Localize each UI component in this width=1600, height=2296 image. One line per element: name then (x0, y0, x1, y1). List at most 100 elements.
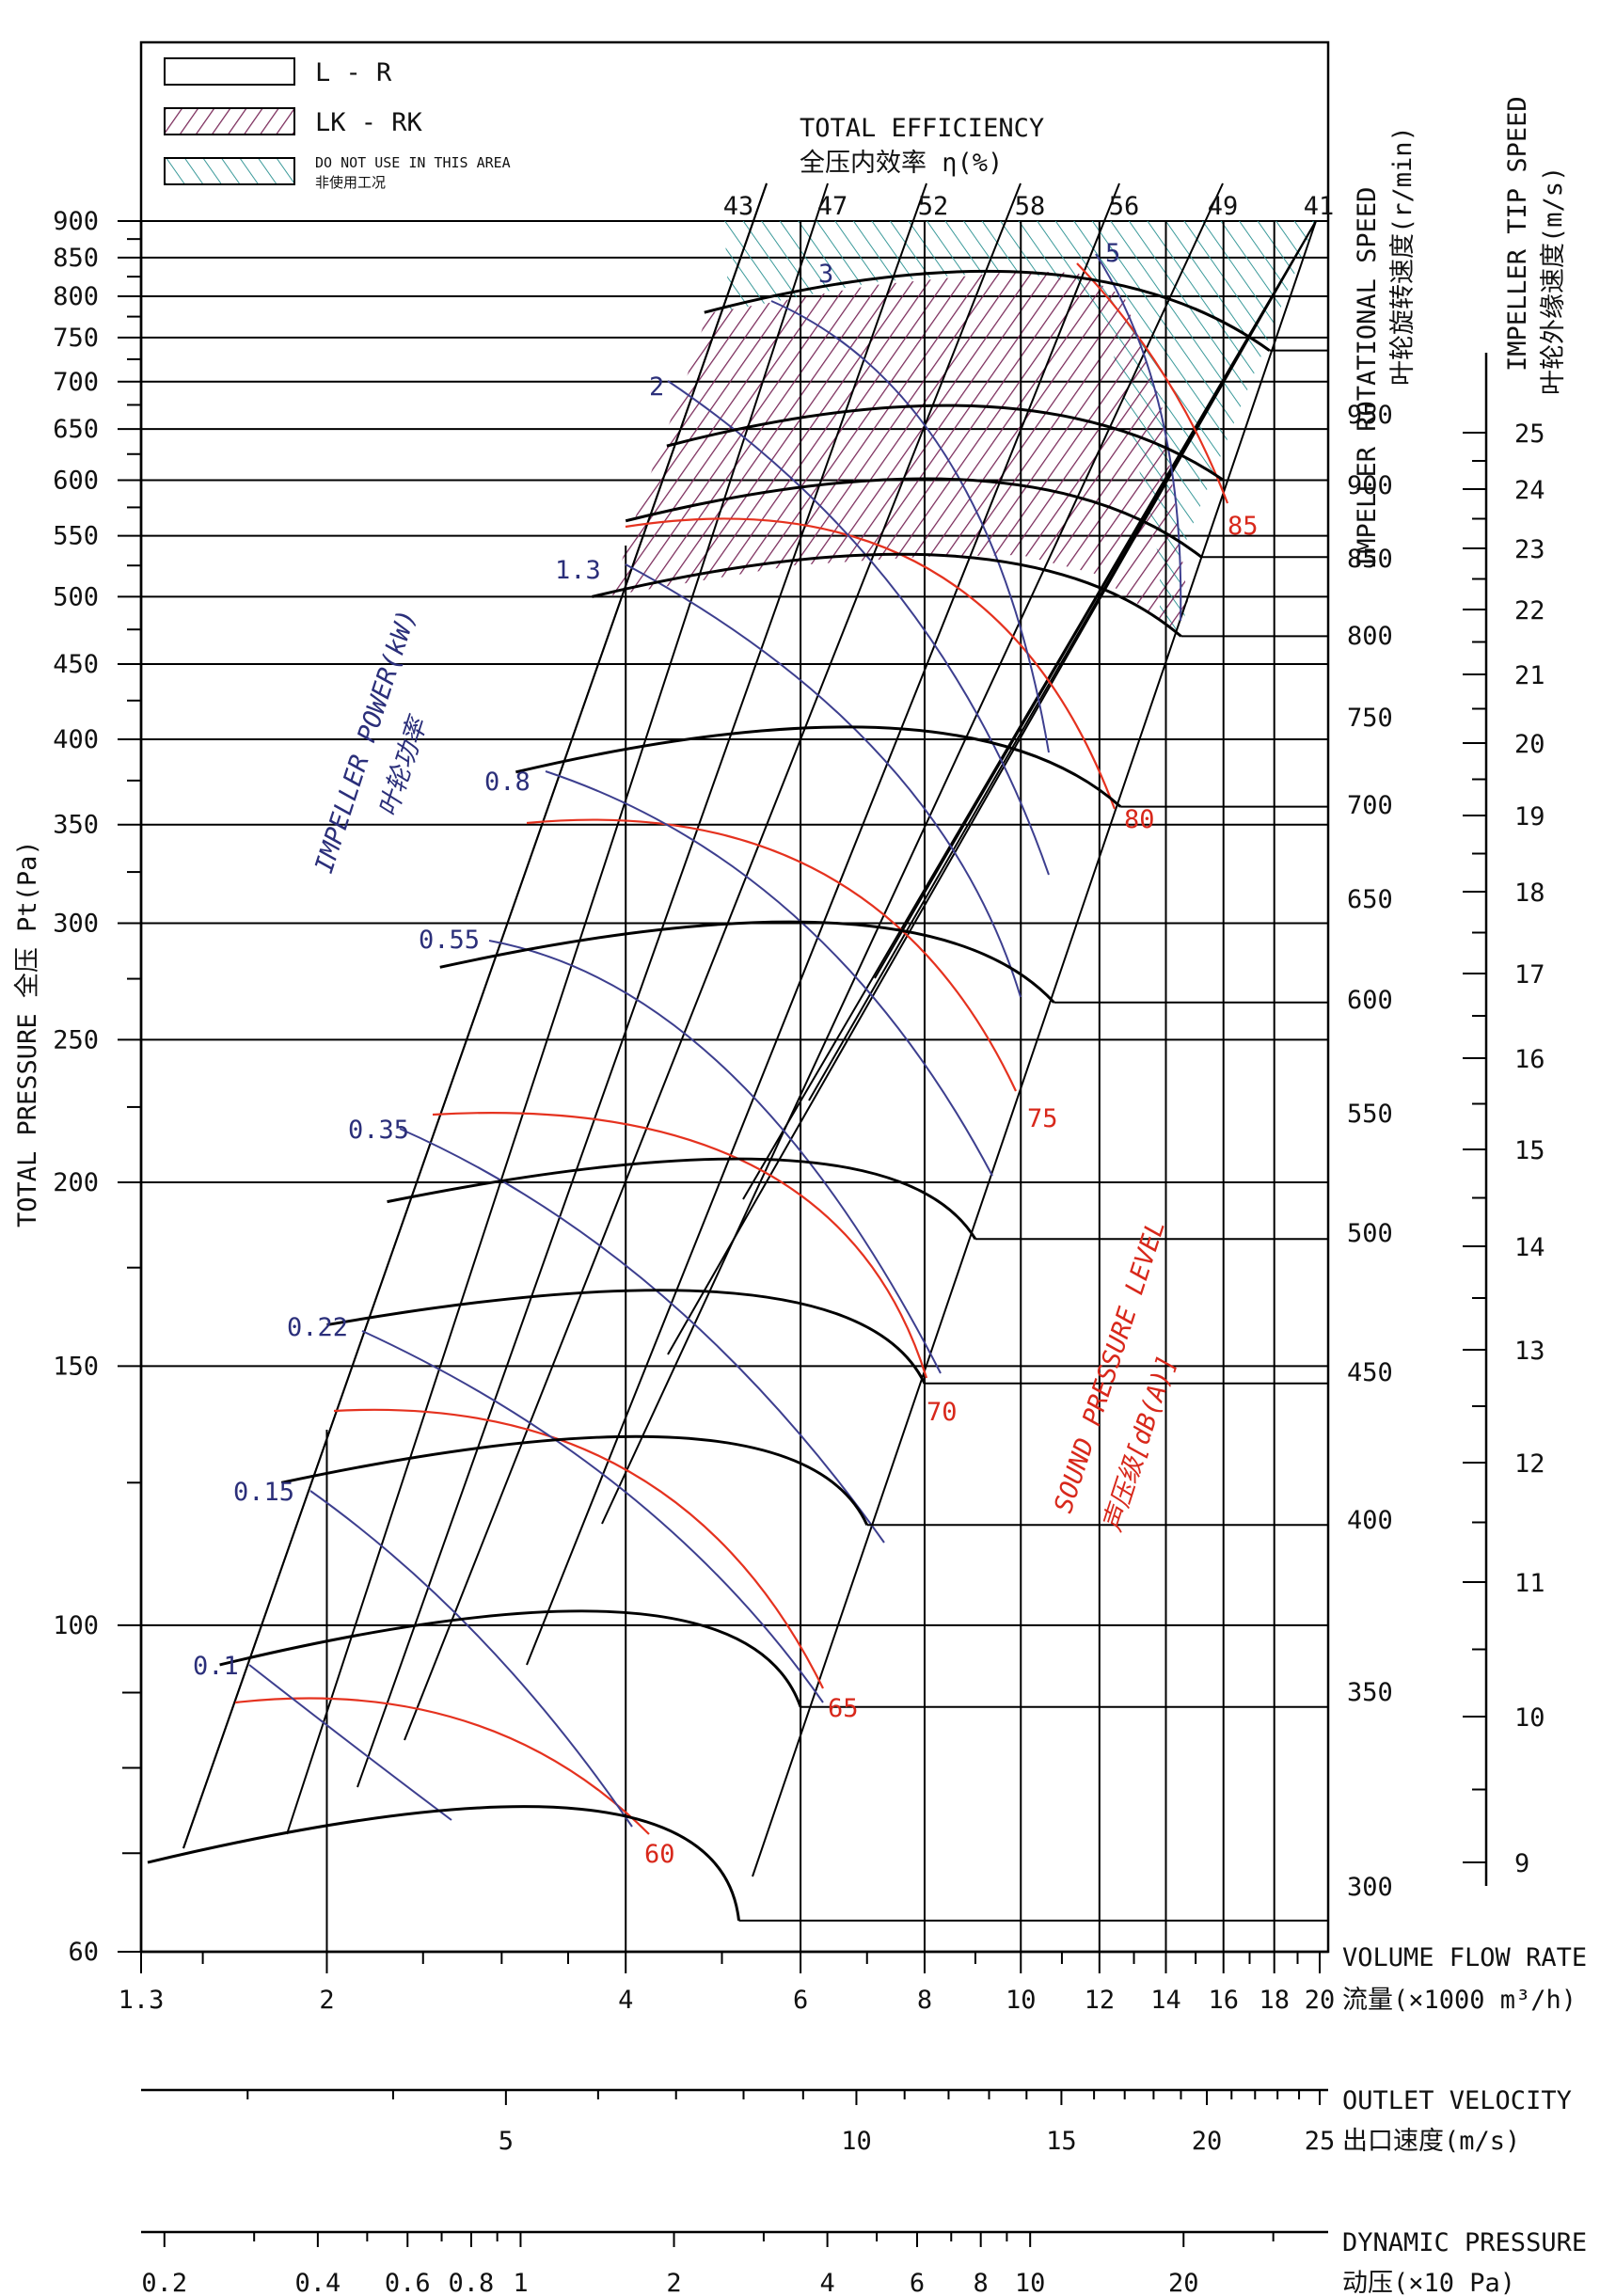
efficiency-tick-41: 41 (1304, 192, 1335, 221)
speed-curve-800 (592, 552, 1182, 638)
tip-tick-label-10: 10 (1514, 1703, 1545, 1733)
tip-tick-label-17: 17 (1514, 960, 1545, 990)
speed-curve-950 (704, 269, 1271, 352)
dynamic-tick-label-0.2: 0.2 (141, 2269, 187, 2296)
rpm-axis-label-cn: 叶轮旋转速度(r/min) (1388, 126, 1418, 386)
flow-tick-label-18: 18 (1259, 1986, 1290, 2015)
lk-rk-area (611, 271, 1188, 631)
flow-tick-label-14: 14 (1150, 1986, 1181, 2015)
velocity-axis-label-cn: 出口速度(m/s) (1342, 2127, 1520, 2156)
sound-curve-60 (234, 1697, 650, 1835)
power-curve-2 (667, 380, 1050, 876)
power-curve-0.35 (399, 1128, 885, 1544)
dynamic-tick-label-10: 10 (1015, 2269, 1046, 2296)
sound-labels: 60 65 70 75 80 85 (644, 512, 1259, 1869)
sound-label-85: 85 (1228, 512, 1259, 541)
pressure-tick-label: 250 (53, 1025, 99, 1054)
legend-swatch-do-not-use (164, 157, 295, 185)
velocity-tick-label-10: 10 (841, 2127, 872, 2156)
power-label-0.22: 0.22 (287, 1313, 348, 1342)
pressure-tick-label: 150 (53, 1352, 99, 1381)
tip-speed-axis: 9 10 11 12 13 14 15 16 17 18 19 20 21 22 23 24 25 (1463, 353, 1545, 1886)
legend-label-do-not-use: DO NOT USE IN THIS AREA (315, 154, 511, 171)
sound-curve-70 (432, 1112, 928, 1379)
power-label-5: 5 (1105, 239, 1120, 268)
sound-curve-85 (1076, 262, 1229, 504)
rpm-tick-label-700: 700 (1347, 791, 1393, 820)
pressure-axis-label: TOTAL PRESSURE 全压 Pt(Pa) (13, 840, 42, 1227)
pressure-tick-label: 200 (53, 1168, 99, 1197)
speed-curves (147, 269, 1328, 1922)
pressure-tick-label: 850 (53, 244, 99, 273)
tip-tick-label-15: 15 (1514, 1136, 1545, 1165)
pressure-tick-label: 750 (53, 324, 99, 353)
rpm-tick-label-850: 850 (1347, 545, 1393, 574)
speed-curve-450 (326, 1289, 927, 1385)
efficiency-tick-47: 47 (817, 192, 848, 221)
impeller-size-lines (182, 182, 1317, 1877)
power-curve-3 (770, 300, 1050, 753)
speed-curve-900 (666, 404, 1225, 482)
power-curve-0.55 (488, 940, 942, 1374)
dynamic-axis-label-cn: 动压(×10 Pa) (1342, 2269, 1515, 2296)
tip-tick-label-22: 22 (1514, 596, 1545, 625)
pressure-tick-label: 100 (53, 1611, 99, 1640)
velocity-tick-label-5: 5 (499, 2127, 514, 2156)
speed-curve-300 (147, 1805, 740, 1922)
sound-curve-75 (526, 818, 1017, 1092)
legend-swatch-l-r (164, 57, 295, 86)
pressure-tick-label: 900 (53, 207, 99, 236)
velocity-axis-label: OUTLET VELOCITY (1342, 2086, 1572, 2115)
efficiency-tick-58: 58 (1015, 192, 1046, 221)
pressure-tick-label: 550 (53, 522, 99, 551)
envelope-left-line (182, 182, 768, 1849)
pressure-tick-label: 650 (53, 415, 99, 444)
impeller-size-line (874, 220, 1317, 979)
rpm-tick-label-450: 450 (1347, 1358, 1393, 1387)
sound-curve-65 (333, 1408, 824, 1689)
power-label-0.15: 0.15 (233, 1478, 294, 1507)
rpm-tick-label-750: 750 (1347, 704, 1393, 733)
dynamic-tick-label-1: 1 (513, 2269, 528, 2296)
rpm-tick-label-300: 300 (1347, 1873, 1393, 1902)
rpm-tick-label-950: 950 (1347, 401, 1393, 430)
flow-tick-label-20: 20 (1305, 1986, 1336, 2015)
tip-tick-label-9: 9 (1514, 1849, 1529, 1878)
speed-curve-700 (515, 725, 1122, 808)
legend-sublabel-do-not-use: 非使用工况 (315, 174, 386, 191)
flow-tick-label-1.3: 1.3 (119, 1986, 165, 2015)
tip-tick-label-12: 12 (1514, 1449, 1545, 1479)
rpm-tick-label-800: 800 (1347, 622, 1393, 651)
pressure-tick-label: 500 (53, 582, 99, 611)
pressure-axis: 60 100 150 200 250 300 350 400 450 500 550 600 650 70… (53, 207, 143, 1967)
power-label-0.35: 0.35 (348, 1116, 409, 1145)
power-label-0.55: 0.55 (419, 926, 480, 955)
power-label-0.8: 0.8 (484, 768, 531, 797)
efficiency-tick-43: 43 (723, 192, 754, 221)
velocity-tick-label-25: 25 (1305, 2127, 1336, 2156)
rpm-tick-label-600: 600 (1347, 986, 1393, 1015)
tip-axis-label-cn: 叶轮外缘速度(m/s) (1539, 166, 1568, 395)
dynamic-tick-label-0.4: 0.4 (294, 2269, 341, 2296)
impeller-size-line (601, 182, 1224, 1525)
pressure-tick-label: 800 (53, 282, 99, 311)
rpm-tick-label-650: 650 (1347, 885, 1393, 914)
power-curve-0.8 (545, 770, 993, 1177)
rpm-tick-label-400: 400 (1347, 1506, 1393, 1535)
tip-tick-label-25: 25 (1514, 420, 1545, 449)
rpm-axis-label: IMPELLER ROTATIONAL SPEED (1353, 187, 1382, 569)
tip-tick-label-21: 21 (1514, 661, 1545, 690)
tip-tick-label-19: 19 (1514, 802, 1545, 831)
rpm-tick-label-500: 500 (1347, 1219, 1393, 1248)
power-curve-0.1 (248, 1664, 452, 1821)
sound-curves (234, 262, 1229, 1835)
dynamic-axis-label: DYNAMIC PRESSURE (1342, 2228, 1587, 2257)
tip-tick-label-18: 18 (1514, 879, 1545, 908)
tip-tick-label-13: 13 (1514, 1337, 1545, 1366)
rpm-tick-label-900: 900 (1347, 471, 1393, 500)
dynamic-tick-label-20: 20 (1168, 2269, 1199, 2296)
power-curve-0.15 (309, 1490, 633, 1828)
flow-axis: 1.3 2 4 6 8 10 12 14 16 18 20 (119, 1950, 1336, 2015)
power-label-1.3: 1.3 (555, 556, 601, 585)
flow-tick-label-8: 8 (917, 1986, 932, 2015)
